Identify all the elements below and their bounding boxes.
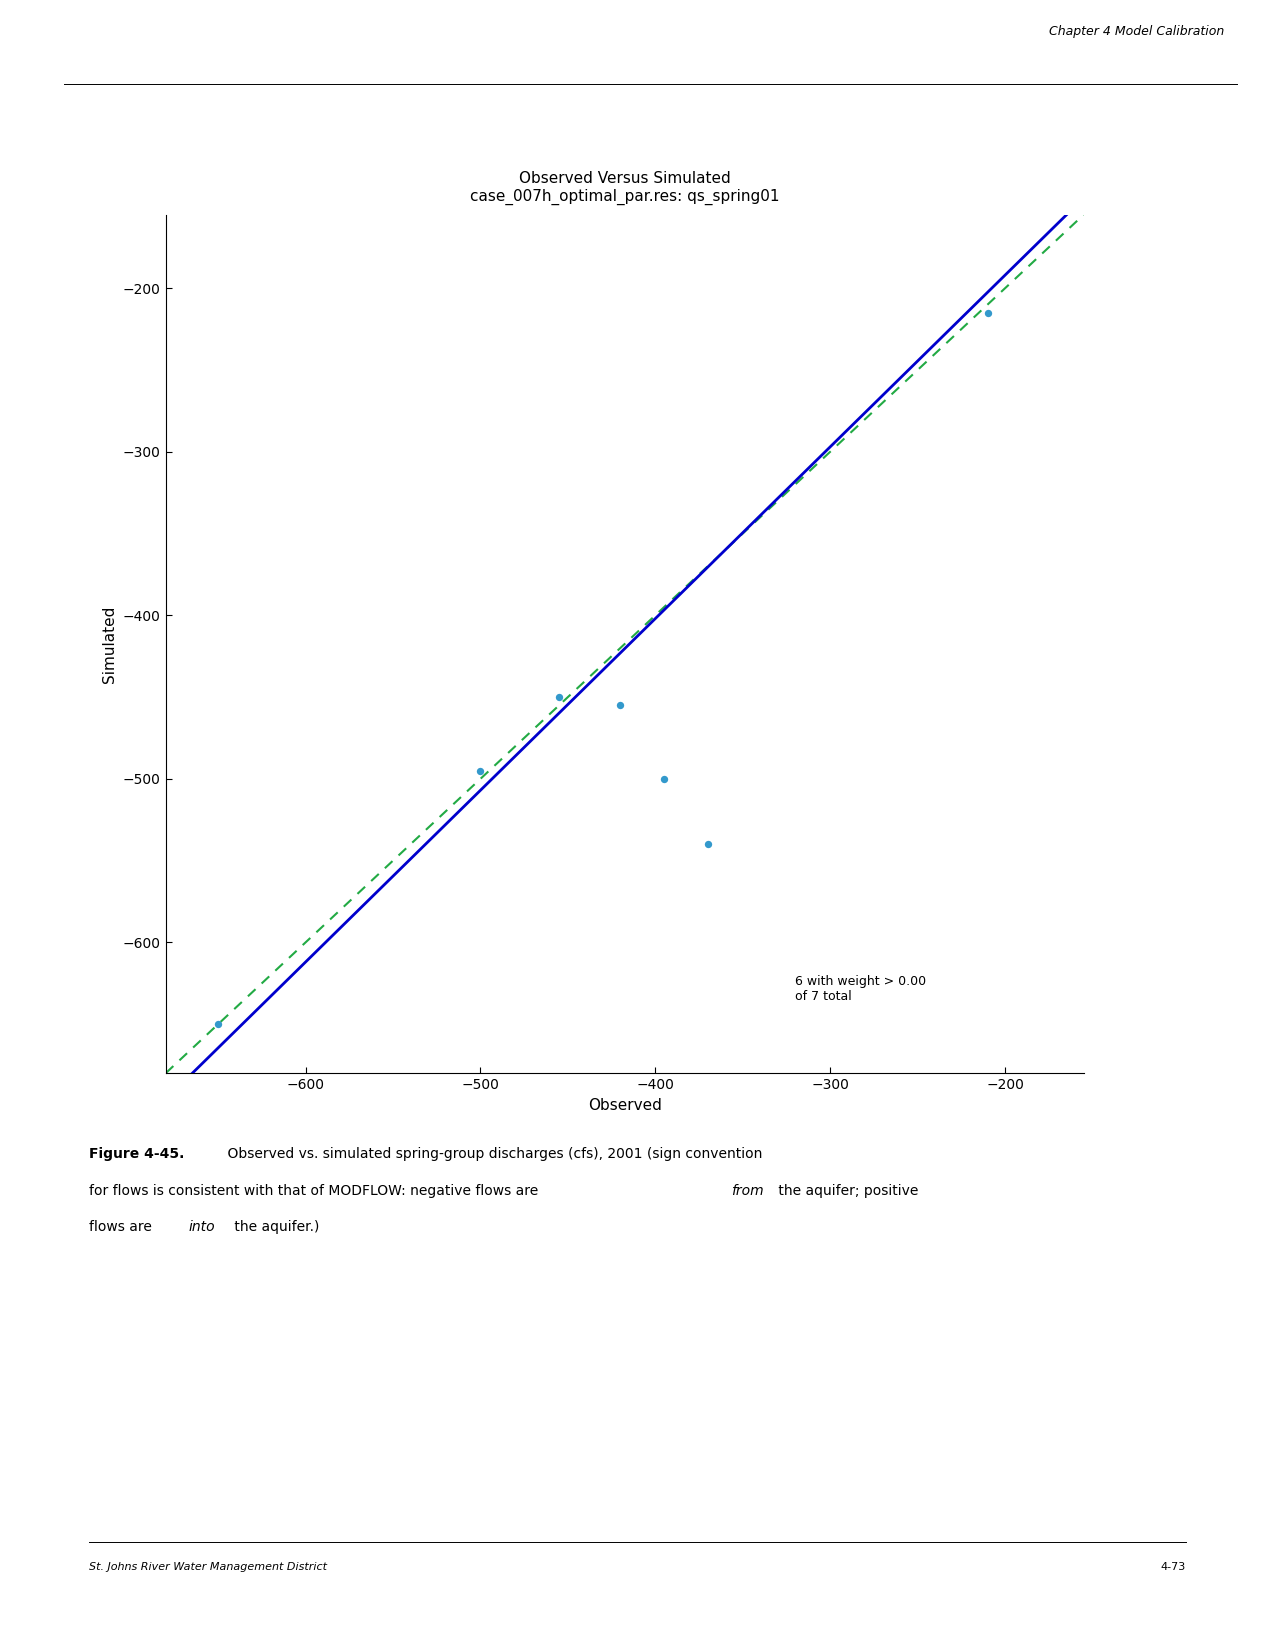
Point — [611, 692, 631, 718]
Text: Observed vs. simulated spring-group discharges (cfs), 2001 (sign convention: Observed vs. simulated spring-group disc… — [210, 1147, 762, 1161]
Text: the aquifer.): the aquifer.) — [230, 1220, 319, 1233]
Point — [654, 766, 674, 792]
Text: for flows is consistent with that of MODFLOW: negative flows are: for flows is consistent with that of MOD… — [89, 1184, 543, 1197]
Text: Chapter 4 Model Calibration: Chapter 4 Model Calibration — [1049, 25, 1224, 38]
Point — [208, 1010, 228, 1037]
Y-axis label: Simulated: Simulated — [102, 606, 117, 682]
X-axis label: Observed: Observed — [588, 1098, 662, 1113]
Point — [470, 758, 491, 784]
Text: the aquifer; positive: the aquifer; positive — [774, 1184, 918, 1197]
Point — [978, 299, 998, 325]
Point — [697, 830, 718, 857]
Text: Figure 4-45.: Figure 4-45. — [89, 1147, 185, 1161]
Point — [550, 684, 570, 710]
Text: 4-73: 4-73 — [1160, 1562, 1186, 1572]
Text: into: into — [189, 1220, 215, 1233]
Text: flows are: flows are — [89, 1220, 157, 1233]
Title: Observed Versus Simulated
case_007h_optimal_par.res: qs_spring01: Observed Versus Simulated case_007h_opti… — [470, 172, 779, 205]
Text: St. Johns River Water Management District: St. Johns River Water Management Distric… — [89, 1562, 328, 1572]
Text: 6 with weight > 0.00
of 7 total: 6 with weight > 0.00 of 7 total — [796, 976, 927, 1004]
Text: from: from — [731, 1184, 764, 1197]
